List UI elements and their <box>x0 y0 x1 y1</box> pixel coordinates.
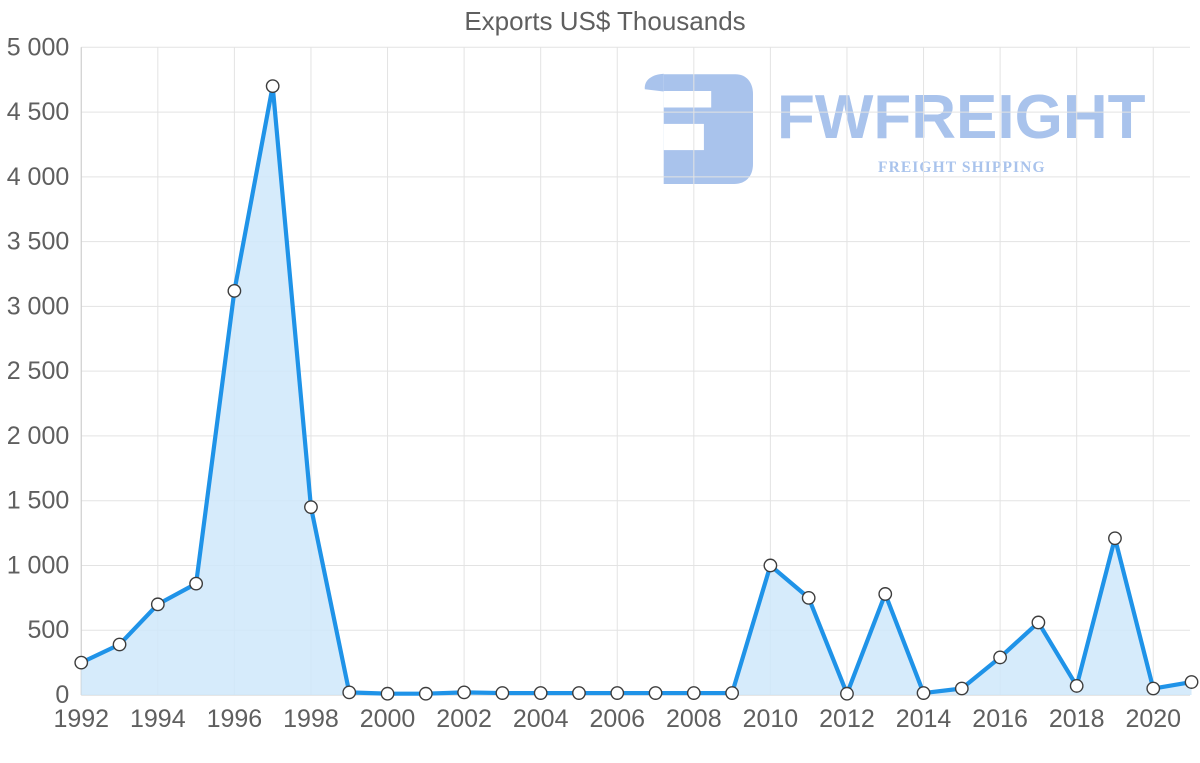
svg-text:2012: 2012 <box>819 705 875 733</box>
svg-text:4 000: 4 000 <box>7 163 70 191</box>
svg-text:2000: 2000 <box>360 705 416 733</box>
svg-text:2 000: 2 000 <box>7 422 70 450</box>
svg-text:Exports US$ Thousands: Exports US$ Thousands <box>464 6 745 36</box>
svg-text:2008: 2008 <box>666 705 722 733</box>
svg-text:1998: 1998 <box>283 705 339 733</box>
svg-text:FREIGHT SHIPPING: FREIGHT SHIPPING <box>878 159 1046 176</box>
svg-text:1994: 1994 <box>130 705 186 733</box>
svg-text:2010: 2010 <box>743 705 799 733</box>
svg-text:2018: 2018 <box>1049 705 1105 733</box>
svg-text:5 000: 5 000 <box>7 33 70 61</box>
svg-text:3 500: 3 500 <box>7 228 70 256</box>
svg-text:2 500: 2 500 <box>7 357 70 385</box>
svg-text:2002: 2002 <box>436 705 492 733</box>
svg-text:1 500: 1 500 <box>7 487 70 515</box>
svg-text:2004: 2004 <box>513 705 569 733</box>
svg-text:2006: 2006 <box>589 705 645 733</box>
svg-text:2016: 2016 <box>972 705 1028 733</box>
svg-text:3 000: 3 000 <box>7 292 70 320</box>
svg-text:1 000: 1 000 <box>7 551 70 579</box>
svg-text:2020: 2020 <box>1125 705 1181 733</box>
svg-text:4 500: 4 500 <box>7 98 70 126</box>
svg-text:2014: 2014 <box>896 705 952 733</box>
svg-text:FWFREIGHT: FWFREIGHT <box>777 83 1146 152</box>
svg-text:1992: 1992 <box>53 705 109 733</box>
svg-text:1996: 1996 <box>207 705 263 733</box>
svg-text:500: 500 <box>28 616 70 644</box>
